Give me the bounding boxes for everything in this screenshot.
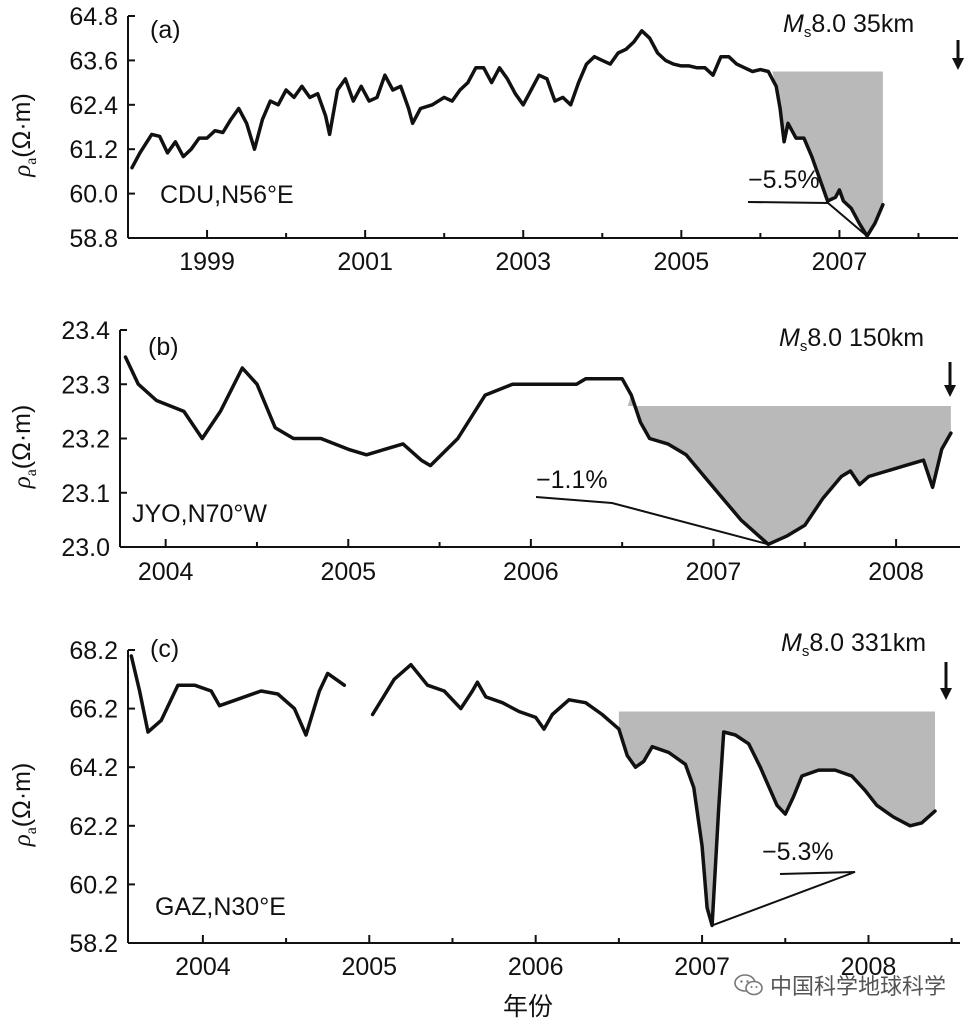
wechat-icon: [734, 974, 763, 996]
y-tick-label: 60.2: [69, 871, 118, 899]
y-tick-label: 66.2: [69, 696, 118, 724]
y-tick-label: 64.2: [69, 754, 118, 782]
chart-panel: 68.2 66.2 64.2 62.2 60.2 58.2 2004 2005 2006 2007…: [8, 629, 960, 981]
x-tick-label: 2004: [138, 558, 194, 586]
x-tick-label: 1999: [179, 248, 235, 276]
series-line: [123, 355, 953, 547]
anomaly-leader-line: [747, 201, 868, 237]
y-tick-label: 23.3: [61, 371, 110, 399]
anomaly-shading: [618, 711, 936, 926]
earthquake-magnitude-symbol: M: [781, 629, 802, 657]
panel-label: (b): [148, 333, 179, 361]
anomaly-shading: [772, 71, 883, 237]
earthquake-magnitude-subscript: s: [800, 338, 808, 355]
y-tick-label: 61.2: [69, 136, 118, 164]
x-tick-label: 2007: [812, 248, 868, 276]
x-tick-label: 2007: [686, 558, 742, 586]
earthquake-label: Ms8.0 331km: [781, 629, 926, 660]
y-tick-label: 23.2: [61, 426, 110, 454]
earthquake-magnitude-subscript: s: [804, 24, 812, 41]
chart-panel: 64.8 63.6 62.4 61.2 60.0 58.8 1999 2001 2003 2005…: [8, 3, 964, 276]
station-label: JYO,N70°W: [132, 500, 267, 528]
x-tick-label: 2006: [508, 953, 564, 981]
earthquake-arrow-head: [952, 58, 964, 70]
y-axis-label: ρa(Ω·m): [8, 93, 40, 178]
panel-label: (a): [150, 16, 181, 44]
watermark-text: 中国科学地球科学: [769, 975, 946, 1000]
anomaly-percent-label: −1.1%: [536, 466, 608, 494]
y-tick-label: 62.2: [69, 813, 118, 841]
y-axis-label-subscript: a: [23, 827, 40, 834]
y-axis-label-unit: (Ω·m): [8, 405, 36, 470]
earthquake-magnitude-symbol: M: [779, 324, 800, 352]
earthquake-arrow-head: [940, 688, 952, 700]
y-axis-label: ρa(Ω·m): [8, 763, 40, 848]
earthquake-label: Ms8.0 150km: [779, 324, 924, 355]
watermark: 中国科学地球科学: [734, 969, 946, 1001]
y-axis-label-subscript: a: [23, 469, 40, 476]
x-tick-label: 2008: [868, 558, 924, 586]
y-axis-label: ρa(Ω·m): [8, 405, 40, 490]
series-line: [130, 29, 885, 238]
x-tick-label: 2005: [654, 248, 710, 276]
panel-label: (c): [150, 635, 179, 663]
x-tick-label: 2006: [503, 558, 559, 586]
anomaly-percent-label: −5.5%: [748, 166, 820, 194]
x-tick-label: 2004: [175, 953, 231, 981]
y-axis-label-unit: (Ω·m): [8, 763, 36, 828]
anomaly-leader-line: [711, 871, 856, 927]
earthquake-arrow-head: [944, 385, 956, 397]
y-tick-label: 68.2: [69, 637, 118, 665]
station-label: GAZ,N30°E: [155, 893, 286, 921]
series-line: [370, 662, 937, 928]
series-line: [129, 654, 347, 737]
earthquake-label: Ms8.0 35km: [783, 10, 914, 41]
earthquake-magnitude-symbol: M: [783, 10, 804, 38]
y-tick-label: 60.0: [69, 181, 118, 209]
anomaly-shading: [627, 395, 951, 545]
y-axis-label-symbol: ρ: [9, 165, 36, 178]
y-tick-label: 23.4: [61, 317, 110, 345]
x-axis-label: 年份: [503, 993, 553, 1021]
x-tick-label: 2005: [341, 953, 397, 981]
y-tick-label: 64.8: [69, 3, 118, 31]
y-axis-label-symbol: ρ: [9, 834, 36, 847]
x-tick-label: 2001: [337, 248, 393, 276]
y-tick-label: 23.1: [61, 480, 110, 508]
y-tick-label: 63.6: [69, 47, 118, 75]
x-tick-label: 2007: [674, 953, 730, 981]
y-tick-label: 58.2: [69, 930, 118, 958]
anomaly-leader-line: [535, 496, 769, 546]
y-axis-label-symbol: ρ: [9, 476, 36, 489]
station-label: CDU,N56°E: [160, 181, 294, 209]
earthquake-magnitude-value: 8.0 331km: [809, 629, 926, 657]
y-axis-label-subscript: a: [23, 158, 40, 165]
earthquake-magnitude-value: 8.0 35km: [811, 10, 914, 38]
x-tick-label: 2008: [841, 953, 897, 981]
earthquake-magnitude-subscript: s: [802, 643, 810, 660]
y-tick-label: 62.4: [69, 92, 118, 120]
anomaly-percent-label: −5.3%: [762, 838, 834, 866]
earthquake-magnitude-value: 8.0 150km: [807, 324, 924, 352]
chart-panel: 23.4 23.3 23.2 23.1 23.0 2004 2005 2006 2007 2008…: [8, 317, 960, 586]
y-tick-label: 58.8: [69, 225, 118, 253]
y-axis-label-unit: (Ω·m): [8, 93, 36, 158]
x-tick-label: 2003: [495, 248, 551, 276]
y-tick-label: 23.0: [61, 534, 110, 562]
x-tick-label: 2005: [320, 558, 376, 586]
